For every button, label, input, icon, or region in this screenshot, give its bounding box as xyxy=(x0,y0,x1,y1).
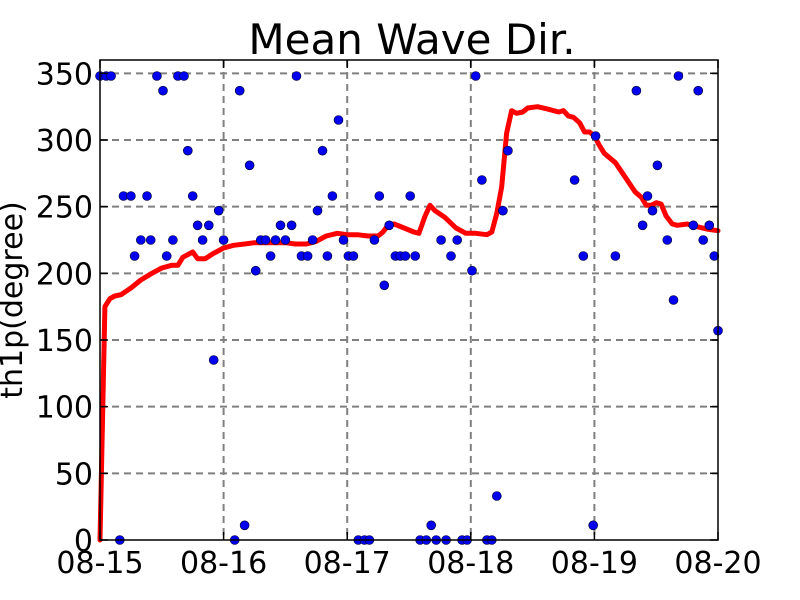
x-axis: 08-15 08-16 08-17 08-18 08-19 08-20 xyxy=(56,60,762,581)
data-point xyxy=(477,175,487,185)
y-tick-label: 0 xyxy=(74,524,93,559)
y-tick-label: 250 xyxy=(36,191,93,226)
data-point xyxy=(136,235,146,245)
y-tick-label: 100 xyxy=(36,391,93,426)
data-point xyxy=(270,235,281,245)
model-series xyxy=(97,104,721,543)
data-point xyxy=(244,160,255,171)
y-tick-label: 150 xyxy=(36,324,93,359)
data-point xyxy=(179,71,189,81)
data-point xyxy=(610,251,621,261)
data-point xyxy=(652,160,663,171)
data-point xyxy=(234,85,245,96)
data-point xyxy=(673,71,684,81)
data-point xyxy=(578,251,589,261)
data-point xyxy=(265,251,276,261)
data-point xyxy=(275,220,286,231)
data-point xyxy=(307,235,318,245)
y-tick-label: 200 xyxy=(36,257,93,292)
data-point xyxy=(693,85,704,96)
x-tick-label: 08-17 xyxy=(304,546,391,581)
data-point xyxy=(183,145,193,156)
observed-series xyxy=(95,71,723,545)
data-point xyxy=(168,235,178,245)
data-point xyxy=(662,235,673,245)
data-point xyxy=(709,251,720,261)
data-point xyxy=(187,191,198,201)
data-point xyxy=(260,235,271,245)
data-point xyxy=(302,251,313,261)
data-point xyxy=(161,251,172,261)
data-point xyxy=(436,235,446,245)
data-point xyxy=(405,191,416,201)
data-point xyxy=(142,191,152,201)
data-point xyxy=(317,145,328,156)
data-point xyxy=(688,220,699,231)
data-point xyxy=(158,85,168,96)
data-point xyxy=(192,220,203,231)
y-axis-label: th1p(degree) xyxy=(0,201,30,398)
data-point xyxy=(218,235,229,245)
data-point xyxy=(503,145,513,156)
y-tick-label: 300 xyxy=(36,124,93,159)
grid-lines xyxy=(100,60,718,540)
data-point xyxy=(338,235,349,245)
data-point xyxy=(291,71,302,81)
data-point xyxy=(384,220,395,231)
data-point xyxy=(145,235,156,245)
data-point xyxy=(286,220,297,231)
data-point xyxy=(204,220,214,231)
data-point xyxy=(647,205,658,216)
x-tick-label: 08-16 xyxy=(180,546,267,581)
data-point xyxy=(333,115,344,125)
data-point xyxy=(590,131,601,141)
data-point xyxy=(213,205,224,216)
data-point xyxy=(322,251,333,261)
y-axis: 0 50 100 150 200 250 300 350 xyxy=(36,57,718,559)
data-point xyxy=(208,355,219,365)
x-tick-label: 08-15 xyxy=(56,546,143,581)
y-tick-label: 50 xyxy=(55,457,93,492)
data-point xyxy=(452,235,463,245)
data-point xyxy=(152,71,162,81)
data-point xyxy=(498,205,508,216)
data-point xyxy=(470,71,481,81)
data-point xyxy=(698,235,709,245)
data-point xyxy=(642,191,653,201)
data-point xyxy=(106,71,116,81)
plot-frame xyxy=(99,59,719,541)
data-point xyxy=(129,251,140,261)
data-point xyxy=(250,265,261,276)
data-point xyxy=(446,251,456,261)
data-point xyxy=(426,520,437,531)
data-point xyxy=(467,265,477,276)
data-point xyxy=(312,205,323,216)
data-point xyxy=(369,235,380,245)
data-point xyxy=(668,295,679,305)
data-point xyxy=(491,491,502,501)
data-point xyxy=(239,520,250,531)
data-point xyxy=(374,191,385,201)
chart-title: Mean Wave Dir. xyxy=(248,15,575,64)
data-point xyxy=(379,280,390,291)
data-point xyxy=(348,251,359,261)
data-point xyxy=(410,251,421,261)
x-tick-label: 08-19 xyxy=(551,546,638,581)
x-tick-label: 08-18 xyxy=(427,546,514,581)
model-line xyxy=(97,104,721,543)
data-point xyxy=(327,191,338,201)
data-point xyxy=(197,235,208,245)
data-point xyxy=(400,251,411,261)
data-point xyxy=(569,175,580,185)
y-tick-label: 350 xyxy=(36,57,93,92)
data-point xyxy=(280,235,291,245)
data-point xyxy=(631,85,642,96)
data-point xyxy=(126,191,136,201)
data-point xyxy=(704,220,715,231)
x-tick-label: 08-20 xyxy=(674,546,761,581)
data-point xyxy=(637,220,648,231)
data-point xyxy=(588,520,599,531)
